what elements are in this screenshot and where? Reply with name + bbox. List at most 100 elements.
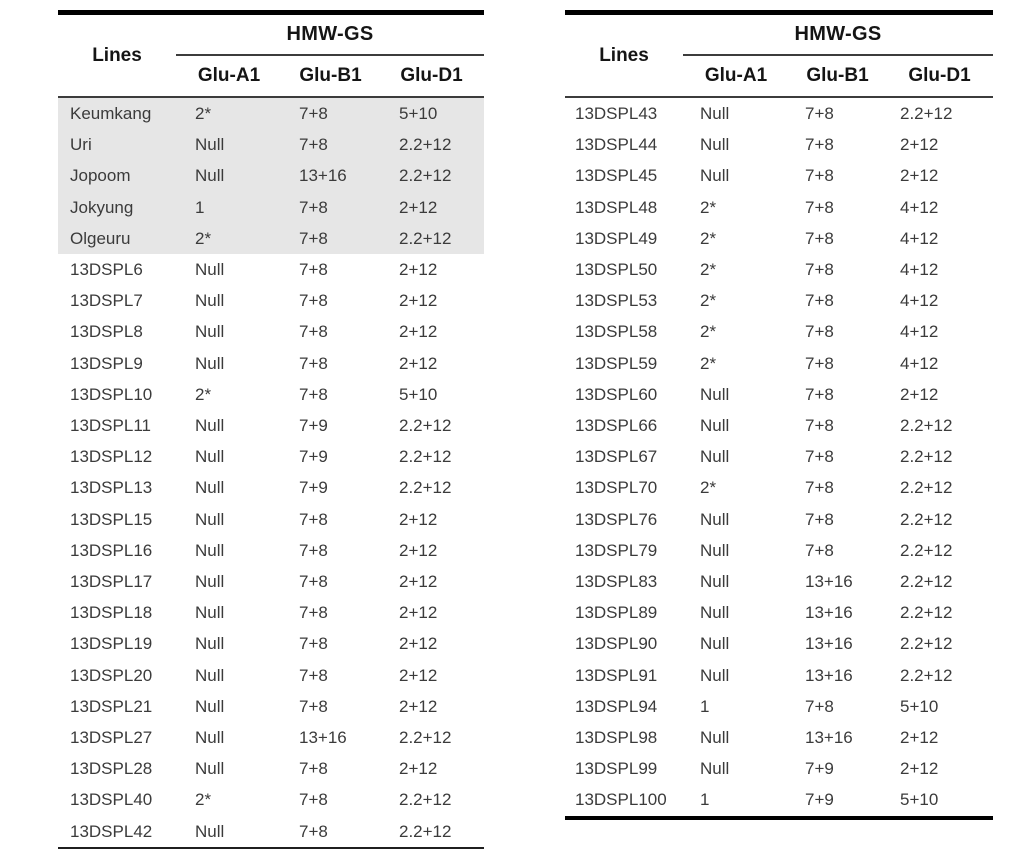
glu-b1-cell: 7+9 <box>805 790 834 810</box>
glu-a1-cell: 2* <box>700 353 717 373</box>
glu-a1-cell: 2* <box>700 478 717 498</box>
table-row: 13DSPL91 Null 13+16 2.2+12 <box>565 660 993 691</box>
column-header-glu-a1: Glu-A1 <box>683 55 789 98</box>
glu-d1-cell: 2+12 <box>399 353 438 373</box>
glu-a1-cell: Null <box>700 166 730 186</box>
table-body-left: Keumkang 2* 7+8 5+10 Uri Null 7+8 2.2+12 Jopoom N… <box>58 97 485 848</box>
table-row: Keumkang 2* 7+8 5+10 <box>58 97 485 130</box>
line-name-cell: Jokyung <box>58 191 176 223</box>
glu-d1-cell: 2+12 <box>399 509 438 529</box>
glu-d1-cell: 2+12 <box>399 540 438 560</box>
glu-d1-cell: 4+12 <box>900 322 939 342</box>
table-row: 13DSPL50 2* 7+8 4+12 <box>565 254 993 285</box>
glu-a1-cell: Null <box>195 353 225 373</box>
line-name-cell: 13DSPL94 <box>575 696 658 716</box>
line-name-cell: 13DSPL100 <box>575 790 667 810</box>
glu-d1-cell: 5+10 <box>399 384 438 404</box>
glu-a1-cell: Null <box>700 728 730 748</box>
glu-a1-cell: Null <box>195 603 225 623</box>
glu-a1-cell: Null <box>195 478 225 498</box>
glu-a1-cell: Null <box>195 447 225 467</box>
glu-d1-cell: 2+12 <box>900 759 939 779</box>
glu-d1-cell: 2.2+12 <box>379 160 485 192</box>
table-row: 13DSPL45 Null 7+8 2+12 <box>565 160 993 191</box>
table-row: 13DSPL58 2* 7+8 4+12 <box>565 316 993 347</box>
glu-a1-cell: Null <box>700 509 730 529</box>
line-name-cell: 13DSPL16 <box>70 540 153 560</box>
table-row: 13DSPL19 Null 7+8 2+12 <box>58 628 484 659</box>
glu-b1-cell: 7+8 <box>805 228 834 248</box>
glu-a1-cell: 2* <box>700 197 717 217</box>
line-name-cell: Olgeuru <box>58 222 176 255</box>
glu-a1-cell: Null <box>195 291 225 311</box>
line-name-cell: 13DSPL48 <box>575 197 658 217</box>
glu-a1-cell: Null <box>195 759 225 779</box>
glu-d1-cell: 2.2+12 <box>399 478 452 498</box>
glu-b1-cell: 7+8 <box>805 540 834 560</box>
line-name-cell: Jopoom <box>58 160 176 192</box>
hmw-gs-group-header: HMW-GS <box>176 12 485 56</box>
line-name-cell: 13DSPL66 <box>575 416 658 436</box>
line-name-cell: 13DSPL44 <box>575 135 658 155</box>
line-name-cell: 13DSPL12 <box>70 447 153 467</box>
glu-b1-cell: 7+8 <box>299 260 328 280</box>
table-row: 13DSPL100 1 7+9 5+10 <box>565 784 993 817</box>
glu-a1-cell: Null <box>195 696 225 716</box>
glu-b1-cell: 7+8 <box>805 260 834 280</box>
glu-d1-cell: 2.2+12 <box>399 416 452 436</box>
line-name-cell: 13DSPL67 <box>575 447 658 467</box>
lines-column-header: Lines <box>58 12 176 98</box>
glu-b1-cell: 7+8 <box>805 478 834 498</box>
table-row: 13DSPL11 Null 7+9 2.2+12 <box>58 410 484 441</box>
glu-b1-cell: 7+8 <box>299 322 328 342</box>
glu-d1-cell: 4+12 <box>900 228 939 248</box>
table-row: Uri Null 7+8 2.2+12 <box>58 129 485 161</box>
table-row: 13DSPL40 2* 7+8 2.2+12 <box>58 784 484 815</box>
table-row: 13DSPL60 Null 7+8 2+12 <box>565 379 993 410</box>
line-name-cell: Keumkang <box>58 97 176 130</box>
table-row: 13DSPL67 Null 7+8 2.2+12 <box>565 441 993 472</box>
line-name-cell: 13DSPL19 <box>70 634 153 654</box>
column-header-glu-d1: Glu-D1 <box>379 55 485 98</box>
glu-b1-cell: 13+16 <box>282 160 379 192</box>
genotype-table-left: Lines HMW-GS Glu-A1 Glu-B1 Glu-D1 Keumka… <box>58 10 485 849</box>
table-header: Lines HMW-GS Glu-A1 Glu-B1 Glu-D1 <box>565 12 994 98</box>
table-row: 13DSPL21 Null 7+8 2+12 <box>58 691 484 722</box>
table-row: 13DSPL10 2* 7+8 5+10 <box>58 379 484 410</box>
glu-a1-cell: Null <box>195 540 225 560</box>
glu-b1-cell: 7+8 <box>299 384 328 404</box>
table-row: 13DSPL53 2* 7+8 4+12 <box>565 285 993 316</box>
glu-a1-cell: Null <box>195 572 225 592</box>
glu-a1-cell: 2* <box>700 322 717 342</box>
glu-d1-cell: 2.2+12 <box>900 634 953 654</box>
glu-a1-cell: Null <box>700 104 730 123</box>
glu-a1-cell: 1 <box>700 790 710 810</box>
glu-a1-cell: 2* <box>700 260 717 280</box>
column-header-glu-b1: Glu-B1 <box>282 55 379 98</box>
table-row: 13DSPL13 Null 7+9 2.2+12 <box>58 472 484 503</box>
glu-b1-cell: 7+8 <box>299 759 328 779</box>
glu-d1-cell: 2.2+12 <box>900 416 953 436</box>
glu-d1-cell: 2+12 <box>399 322 438 342</box>
glu-b1-cell: 7+8 <box>805 447 834 467</box>
line-name-cell: 13DSPL50 <box>575 260 658 280</box>
line-name-cell: 13DSPL76 <box>575 509 658 529</box>
glu-d1-cell: 2.2+12 <box>399 790 452 810</box>
line-name-cell: 13DSPL89 <box>575 603 658 623</box>
table-row: 13DSPL18 Null 7+8 2+12 <box>58 597 484 628</box>
glu-a1-cell: 2* <box>176 97 282 130</box>
line-name-cell: 13DSPL21 <box>70 696 153 716</box>
line-name-cell: 13DSPL58 <box>575 322 658 342</box>
glu-b1-cell: 7+8 <box>299 665 328 685</box>
glu-d1-cell: 2+12 <box>399 260 438 280</box>
glu-a1-cell: Null <box>700 135 730 155</box>
table-row: 13DSPL98 Null 13+16 2+12 <box>565 722 993 753</box>
line-name-cell: 13DSPL10 <box>70 384 153 404</box>
line-name-cell: 13DSPL91 <box>575 665 658 685</box>
line-name-cell: 13DSPL45 <box>575 166 658 186</box>
table-body-right: 13DSPL43 Null 7+8 2.2+12 13DSPL44 Null 7+8 2+12… <box>565 97 993 818</box>
table-row: 13DSPL12 Null 7+9 2.2+12 <box>58 441 484 472</box>
glu-d1-cell: 2.2+12 <box>900 478 953 498</box>
table-row: 13DSPL6 Null 7+8 2+12 <box>58 254 484 285</box>
glu-b1-cell: 7+8 <box>805 197 834 217</box>
